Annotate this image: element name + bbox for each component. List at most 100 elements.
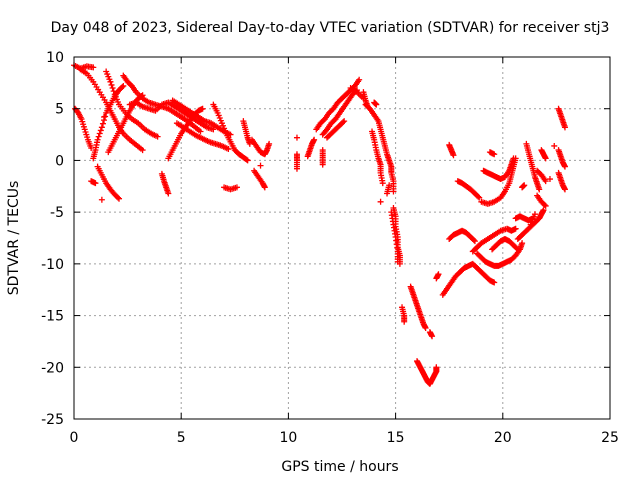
data-point: [476, 194, 483, 201]
data-point: [561, 163, 568, 170]
data-point: [433, 364, 440, 371]
data-point: [373, 101, 380, 108]
x-tick-label: 25: [601, 430, 619, 446]
y-tick-label: -10: [41, 257, 64, 273]
data-point: [491, 279, 498, 286]
data-point: [266, 140, 273, 147]
data-point: [542, 178, 549, 185]
axis-ticks: [73, 56, 611, 420]
plot-area: [71, 62, 568, 387]
y-axis-tick-labels: -25 -20 -15 -10 -5 0 5 10: [41, 50, 64, 428]
data-point: [92, 180, 99, 187]
data-point: [293, 134, 300, 141]
data-point: [561, 186, 568, 193]
data-point: [551, 142, 558, 149]
data-point: [340, 119, 347, 126]
x-tick-label: 10: [279, 430, 297, 446]
data-point: [108, 81, 115, 88]
grid-lines: [74, 57, 610, 419]
data-point: [210, 126, 217, 133]
data-point: [422, 324, 429, 331]
data-point: [293, 165, 300, 172]
data-point: [261, 184, 268, 191]
data-point: [341, 118, 348, 125]
x-tick-label: 5: [177, 430, 186, 446]
data-point: [257, 162, 264, 169]
data-point: [542, 202, 549, 209]
data-point: [119, 83, 126, 90]
data-point: [542, 155, 549, 162]
data-point: [109, 85, 116, 92]
data-point: [512, 225, 519, 232]
data-point: [227, 131, 234, 138]
x-axis-label: GPS time / hours: [281, 459, 398, 475]
data-point: [475, 193, 482, 200]
data-point: [243, 156, 250, 163]
data-point: [233, 184, 240, 191]
data-point: [96, 130, 103, 137]
data-point: [225, 146, 232, 153]
data-point: [541, 201, 548, 208]
data-point: [401, 318, 408, 325]
data-point: [531, 211, 538, 218]
y-tick-label: -20: [41, 360, 64, 376]
x-tick-label: 20: [494, 430, 512, 446]
x-tick-label: 15: [387, 430, 405, 446]
data-point: [139, 147, 146, 154]
plot-frame: [73, 56, 611, 420]
y-axis-label: SDTVAR / TECUs: [6, 181, 22, 296]
x-axis-tick-labels: 0 5 10 15 20 25: [70, 430, 619, 446]
data-point: [244, 157, 251, 164]
data-point: [120, 82, 127, 89]
chart-title: Day 048 of 2023, Sidereal Day-to-day VTE…: [51, 20, 610, 36]
data-point: [165, 190, 172, 197]
data-point: [90, 64, 97, 71]
data-point: [95, 133, 102, 140]
data-points: [71, 62, 568, 387]
y-tick-label: 10: [46, 50, 64, 66]
data-point: [471, 238, 478, 245]
y-tick-label: -25: [41, 412, 64, 428]
data-point: [98, 124, 105, 131]
data-point: [561, 124, 568, 131]
y-tick-label: 0: [55, 153, 64, 169]
data-point: [470, 237, 477, 244]
data-point: [99, 120, 106, 127]
data-point: [536, 186, 543, 193]
data-point: [546, 176, 553, 183]
data-point: [246, 140, 253, 147]
data-point: [107, 78, 114, 85]
data-point: [94, 136, 101, 143]
data-point: [394, 258, 401, 265]
data-point: [114, 194, 121, 201]
data-point: [98, 196, 105, 203]
y-tick-label: 5: [55, 102, 64, 118]
data-point: [450, 152, 457, 159]
data-point: [101, 113, 108, 120]
data-point: [356, 76, 363, 83]
data-point: [154, 133, 161, 140]
data-point: [97, 127, 104, 134]
data-point: [512, 155, 519, 162]
data-point: [390, 188, 397, 195]
data-point: [519, 240, 526, 247]
data-point: [491, 151, 498, 158]
x-tick-label: 0: [70, 430, 79, 446]
data-point: [435, 271, 442, 278]
data-point: [116, 195, 123, 202]
data-point: [377, 198, 384, 205]
data-point: [429, 333, 436, 340]
data-point: [513, 245, 520, 252]
data-point: [514, 246, 521, 253]
data-point: [199, 105, 206, 112]
data-point: [386, 182, 393, 189]
data-point: [197, 128, 204, 135]
data-point: [319, 161, 326, 168]
data-point: [540, 207, 547, 214]
data-point: [311, 136, 318, 143]
data-point: [379, 180, 386, 187]
y-tick-label: -5: [50, 205, 64, 221]
data-point: [521, 182, 528, 189]
y-tick-label: -15: [41, 309, 64, 325]
